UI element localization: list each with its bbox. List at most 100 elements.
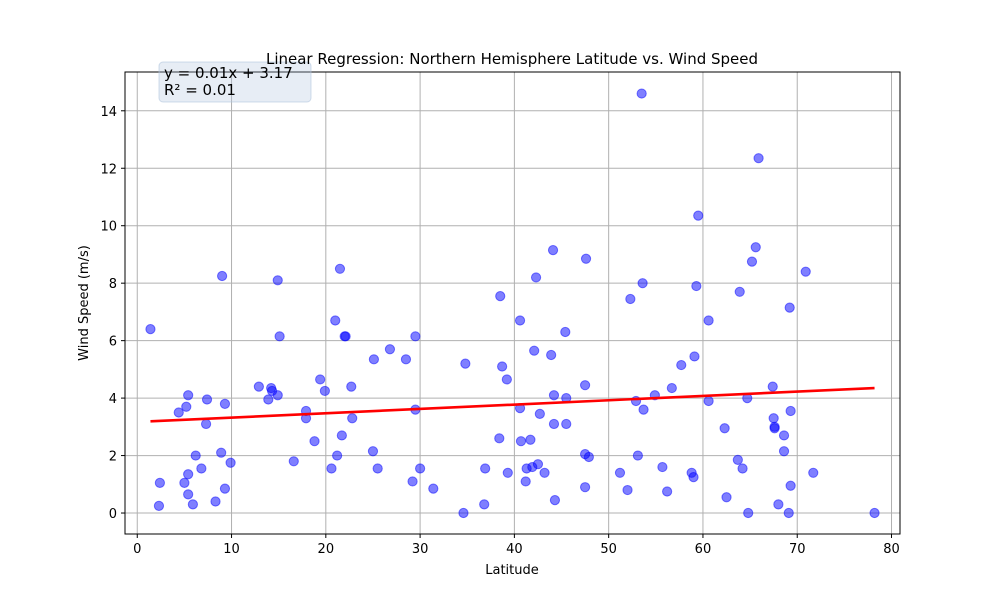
data-point	[632, 450, 643, 461]
data-point	[532, 459, 544, 470]
data-point	[580, 253, 592, 264]
data-points	[145, 88, 880, 519]
data-point	[676, 359, 687, 371]
x-tick-label: 30	[412, 542, 429, 557]
data-point	[346, 381, 357, 392]
data-point	[179, 477, 190, 488]
data-point	[548, 390, 560, 401]
data-point	[539, 467, 550, 478]
data-point	[622, 484, 633, 496]
data-point	[520, 476, 531, 487]
data-point	[384, 344, 396, 355]
data-point	[334, 263, 346, 274]
data-point	[372, 463, 383, 474]
data-point	[336, 430, 347, 441]
data-point	[768, 413, 779, 424]
data-point	[501, 374, 512, 385]
data-point	[253, 381, 264, 392]
data-point	[272, 390, 283, 401]
data-point	[274, 331, 285, 342]
data-point	[415, 463, 426, 474]
y-ticks: 0 2 4 6 8 10 12 14	[100, 105, 125, 522]
data-point	[201, 394, 213, 405]
data-point	[750, 242, 761, 253]
data-point	[638, 404, 649, 415]
x-tick-label: 70	[789, 542, 806, 557]
data-point	[183, 390, 194, 401]
data-point	[458, 507, 469, 519]
regression-layer	[150, 386, 875, 423]
y-axis-label: Wind Speed (m/s)	[77, 245, 92, 361]
data-point	[153, 500, 165, 511]
data-point	[657, 461, 668, 473]
y-tick-label: 12	[100, 162, 117, 177]
x-axis-label: Latitude	[485, 563, 539, 578]
data-point	[154, 477, 165, 488]
x-tick-label: 40	[506, 542, 523, 557]
data-point	[549, 494, 561, 506]
x-ticks: 0 10 20 30 40 50 60 70 80	[133, 534, 900, 557]
data-point	[784, 302, 795, 313]
data-point	[767, 381, 778, 392]
data-point	[743, 507, 754, 519]
data-point	[216, 447, 227, 458]
data-point	[719, 423, 730, 434]
data-point	[583, 451, 594, 463]
data-point	[579, 380, 591, 391]
data-point	[778, 430, 790, 441]
grid	[125, 72, 900, 534]
plot-frame	[124, 71, 901, 535]
y-tick-label: 2	[109, 450, 117, 465]
data-point	[703, 395, 714, 407]
y-tick-label: 6	[109, 335, 117, 350]
data-point	[785, 405, 796, 417]
data-point	[688, 472, 699, 483]
data-point	[340, 331, 351, 342]
data-point	[530, 272, 542, 283]
x-tick-label: 60	[695, 542, 712, 557]
data-point	[691, 280, 702, 292]
data-point	[783, 507, 794, 519]
data-point	[737, 463, 748, 474]
data-point	[546, 349, 557, 361]
data-point	[547, 245, 559, 256]
data-point	[548, 418, 560, 430]
data-point	[428, 483, 439, 494]
y-tick-label: 4	[109, 392, 117, 407]
data-point	[319, 385, 330, 397]
y-tick-label: 10	[100, 220, 117, 235]
data-point	[497, 361, 508, 372]
data-point	[288, 456, 299, 467]
data-point	[217, 270, 228, 282]
data-point	[785, 480, 796, 491]
data-point	[869, 507, 880, 519]
data-point	[666, 382, 677, 394]
data-point	[368, 354, 380, 365]
data-point	[326, 463, 337, 474]
data-point	[693, 210, 704, 221]
data-point	[502, 467, 513, 478]
data-point	[460, 358, 471, 369]
x-tick-label: 10	[223, 542, 240, 557]
data-point	[225, 457, 236, 468]
data-point	[181, 401, 192, 412]
data-point	[145, 324, 156, 335]
data-point	[579, 482, 591, 493]
regression-line	[150, 386, 875, 423]
data-point	[778, 446, 790, 457]
y-tick-label: 0	[109, 507, 117, 522]
data-point	[400, 354, 412, 365]
data-point	[495, 291, 506, 302]
data-point	[732, 454, 743, 465]
y-tick-label: 14	[100, 105, 117, 120]
data-point	[769, 423, 780, 434]
data-point	[183, 469, 194, 480]
data-point	[309, 436, 320, 447]
data-point	[407, 476, 418, 487]
data-point	[367, 446, 379, 457]
data-point	[625, 293, 636, 305]
data-point	[190, 450, 201, 461]
x-tick-label: 20	[318, 542, 335, 557]
chart-title: Linear Regression: Northern Hemisphere L…	[266, 50, 758, 68]
